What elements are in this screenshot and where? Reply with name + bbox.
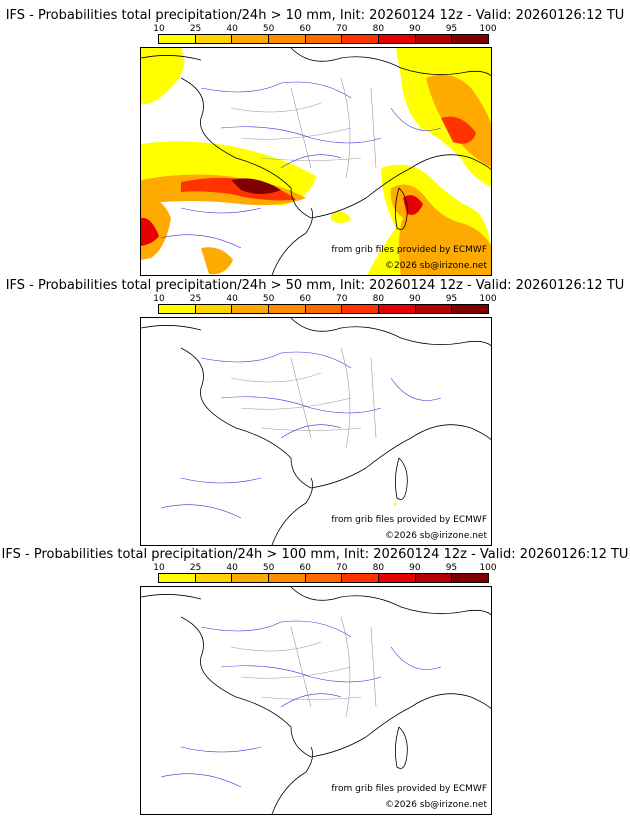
colorbar-swatch: [305, 35, 343, 43]
map-lines: [141, 48, 491, 275]
colorbar-tick-label: 10: [153, 24, 165, 34]
colorbar-swatch: [232, 574, 270, 582]
colorbar-swatch: [195, 305, 233, 313]
colorbar-tick-label: 40: [226, 563, 238, 573]
colorbar-swatch: [305, 305, 343, 313]
colorbar-swatch: [159, 574, 196, 582]
colorbar-tick-label: 60: [299, 294, 311, 304]
colorbar-tick-label: 90: [409, 24, 421, 34]
copyright-credit: ©2026 sb@irizone.net: [385, 800, 487, 810]
map-lines: [141, 318, 491, 545]
probability-colorbar: 10 25 40 50 60 70 80 90 95 100: [153, 294, 497, 315]
source-credit: from grib files provided by ECMWF: [331, 515, 487, 525]
colorbar-tick-label: 50: [262, 294, 275, 304]
colorbar-swatch: [232, 35, 270, 43]
panel-title: IFS - Probabilities total precipitation/…: [5, 278, 625, 293]
source-credit: from grib files provided by ECMWF: [331, 784, 487, 794]
map-lines: [141, 587, 491, 814]
colorbar-swatch: [342, 305, 380, 313]
colorbar-swatch: [269, 574, 306, 582]
colorbar-labels: 10 25 40 50 60 70 80 90 95 100: [153, 563, 496, 573]
colorbar-tick-label: 25: [189, 563, 202, 573]
probability-field: [393, 502, 397, 506]
colorbar-tick-label: 25: [189, 294, 202, 304]
colorbar-tick-label: 95: [445, 24, 458, 34]
colorbar-tick-label: 60: [299, 24, 311, 34]
colorbar-tick-label: 70: [336, 563, 348, 573]
colorbar-tick-label: 40: [226, 24, 238, 34]
colorbar-tick-label: 40: [226, 294, 238, 304]
precipitation-map: from grib files provided by ECMWF ©2026 …: [140, 317, 492, 546]
colorbar-swatch: [452, 574, 489, 582]
colorbar-tick-label: 90: [409, 563, 421, 573]
probability-field: [141, 48, 491, 275]
colorbar-swatch: [305, 574, 343, 582]
colorbar-tick-label: 100: [479, 294, 497, 304]
colorbar-swatch: [379, 35, 416, 43]
colorbar-swatch: [415, 305, 453, 313]
forecast-panel-50mm: IFS - Probabilities total precipitation/…: [0, 278, 630, 548]
colorbar-swatch: [232, 305, 270, 313]
colorbar-swatch: [159, 305, 196, 313]
colorbar-labels: 10 25 40 50 60 70 80 90 95 100: [153, 24, 496, 34]
colorbar-tick-label: 50: [262, 24, 275, 34]
colorbar-tick-label: 10: [153, 563, 165, 573]
colorbar-tick-label: 95: [445, 294, 458, 304]
source-credit: from grib files provided by ECMWF: [331, 245, 487, 255]
colorbar-swatch: [342, 574, 380, 582]
copyright-credit: ©2026 sb@irizone.net: [385, 531, 487, 541]
colorbar-swatch: [452, 35, 489, 43]
forecast-panel-100mm: IFS - Probabilities total precipitation/…: [0, 547, 630, 817]
colorbar-tick-label: 80: [372, 563, 385, 573]
colorbar-tick-label: 95: [445, 563, 458, 573]
colorbar-tick-label: 80: [372, 294, 385, 304]
colorbar-swatch: [379, 305, 416, 313]
probability-colorbar: 10 25 40 50 60 70 80 90 95 100: [153, 24, 497, 45]
colorbar-tick-label: 100: [479, 563, 497, 573]
colorbar-swatch: [195, 574, 233, 582]
colorbar-tick-label: 50: [262, 563, 275, 573]
colorbar-tick-label: 25: [189, 24, 202, 34]
precipitation-map: from grib files provided by ECMWF ©2026 …: [140, 47, 492, 276]
colorbar-tick-label: 70: [336, 24, 348, 34]
panel-title: IFS - Probabilities total precipitation/…: [1, 547, 629, 562]
colorbar-swatch: [195, 35, 233, 43]
map-canvas: [141, 587, 491, 814]
colorbar-swatch: [415, 35, 453, 43]
colorbar-swatch: [342, 35, 380, 43]
probability-colorbar: 10 25 40 50 60 70 80 90 95 100: [153, 563, 497, 584]
colorbar-swatch: [269, 305, 306, 313]
colorbar-tick-label: 10: [153, 294, 165, 304]
colorbar-tick-label: 60: [299, 563, 311, 573]
colorbar-swatch: [452, 305, 489, 313]
colorbar-tick-label: 80: [372, 24, 385, 34]
colorbar-swatch: [159, 35, 196, 43]
forecast-panel-10mm: IFS - Probabilities total precipitation/…: [0, 8, 630, 278]
colorbar-tick-label: 100: [479, 24, 497, 34]
precipitation-map: from grib files provided by ECMWF ©2026 …: [140, 586, 492, 815]
panel-title: IFS - Probabilities total precipitation/…: [5, 8, 625, 23]
colorbar-tick-label: 70: [336, 294, 348, 304]
colorbar-swatch: [379, 574, 416, 582]
map-canvas: [141, 318, 491, 545]
colorbar-cells: [158, 34, 489, 44]
colorbar-swatch: [415, 574, 453, 582]
copyright-credit: ©2026 sb@irizone.net: [385, 261, 487, 271]
colorbar-labels: 10 25 40 50 60 70 80 90 95 100: [153, 294, 496, 304]
colorbar-cells: [158, 304, 489, 314]
colorbar-swatch: [269, 35, 306, 43]
colorbar-tick-label: 90: [409, 294, 421, 304]
map-canvas: [141, 48, 491, 275]
colorbar-cells: [158, 573, 489, 583]
